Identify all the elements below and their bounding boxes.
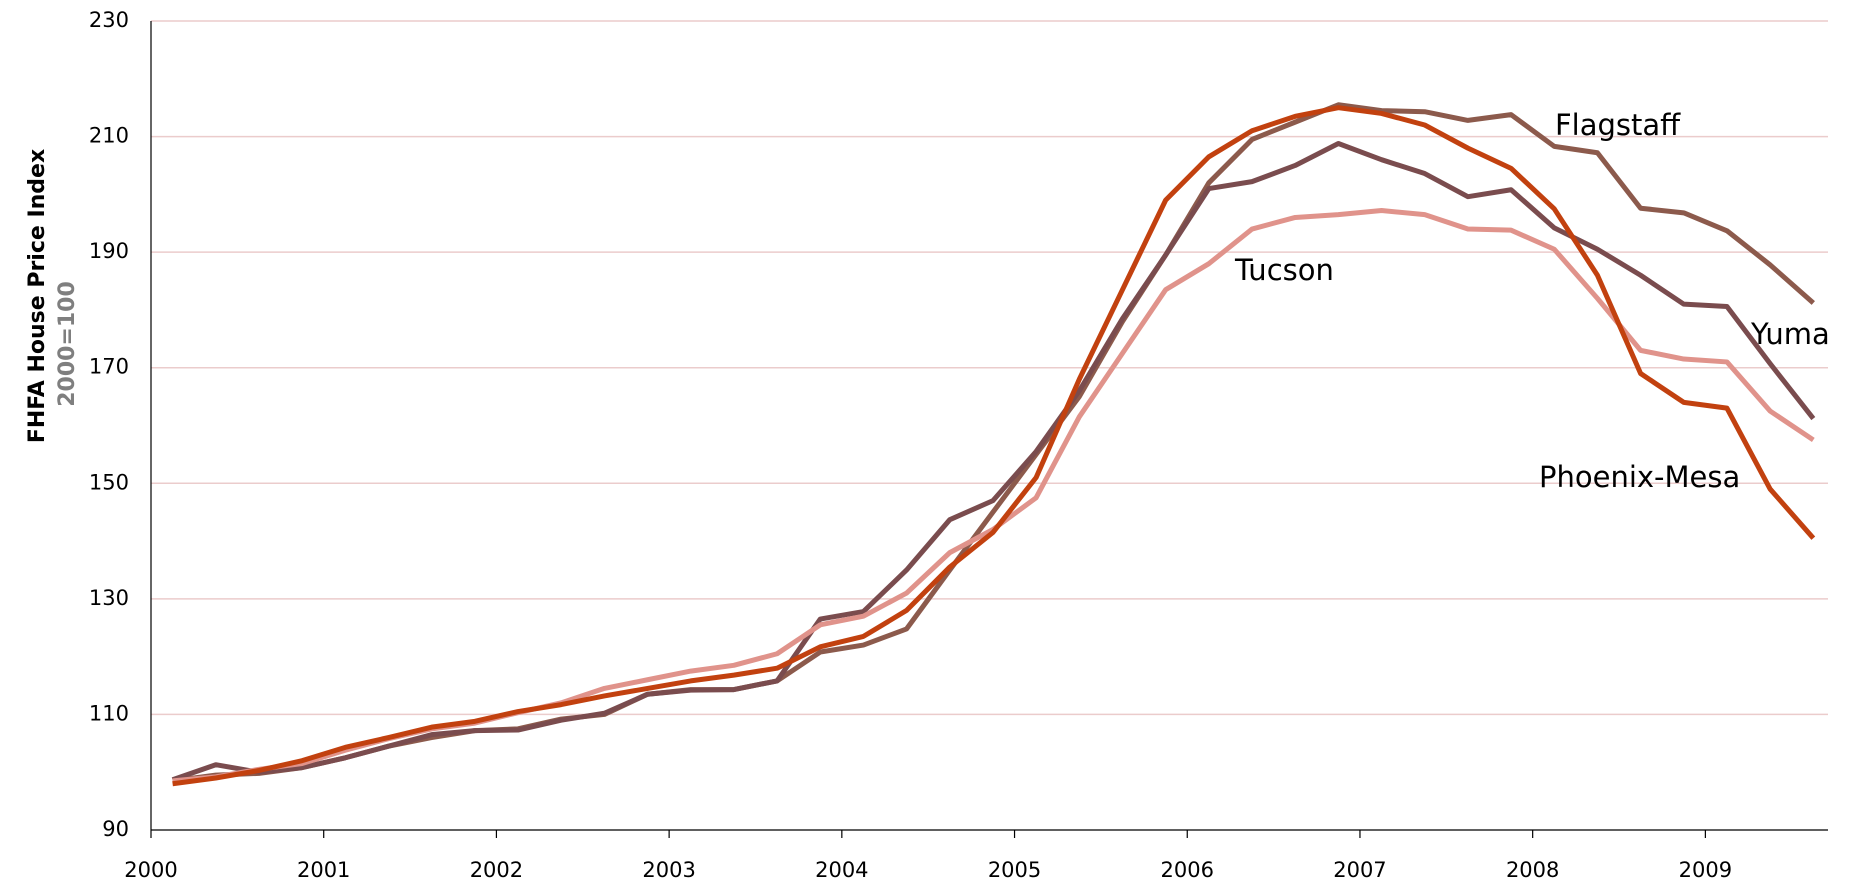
x-tick-label: 2002 (470, 858, 523, 882)
x-tick-label: 2005 (988, 858, 1041, 882)
series-label: Yuma (1750, 317, 1830, 351)
x-tick-label: 2004 (815, 858, 868, 882)
y-tick-label: 210 (89, 124, 129, 148)
series-label: Flagstaff (1555, 108, 1681, 142)
x-tick-label: 2007 (1333, 858, 1386, 882)
y-tick-label: 150 (89, 470, 129, 494)
series-label: Tucson (1234, 253, 1334, 287)
y-tick-label: 130 (89, 586, 129, 610)
x-tick-label: 2006 (1161, 858, 1214, 882)
y-axis-label: FHFA House Price Index (25, 149, 50, 443)
y-tick-label: 90 (102, 817, 129, 841)
x-tick-label: 2008 (1506, 858, 1559, 882)
x-tick-label: 2009 (1679, 858, 1732, 882)
series-label: Phoenix-Mesa (1539, 460, 1740, 494)
y-tick-label: 190 (89, 239, 129, 263)
x-tick-label: 2003 (642, 858, 695, 882)
series-line (172, 105, 1816, 787)
series-line (172, 208, 1815, 784)
series-line (171, 141, 1816, 783)
y-tick-label: 230 (89, 8, 129, 32)
series-line (172, 102, 1815, 784)
x-tick-label: 2001 (297, 858, 350, 882)
y-tick-label: 110 (89, 701, 129, 725)
y-axis-sublabel: 2000=100 (55, 281, 80, 407)
y-tick-label: 170 (89, 355, 129, 379)
x-tick-label: 2000 (124, 858, 177, 882)
